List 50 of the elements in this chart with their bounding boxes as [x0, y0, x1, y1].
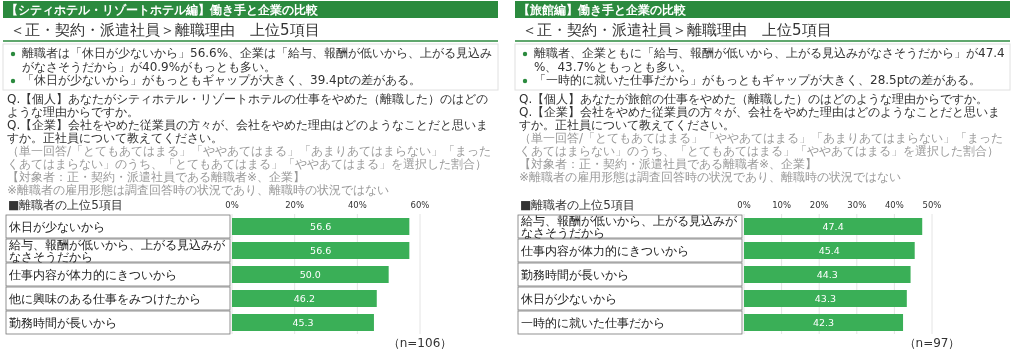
data-label: 44.3	[816, 268, 838, 280]
data-label: 56.6	[310, 244, 332, 256]
y-tick-label: 仕事内容が体力的にきついから	[520, 244, 689, 258]
data-label: 45.3	[292, 316, 314, 328]
data-label: 50.0	[299, 268, 321, 280]
x-tick-label: 40%	[347, 200, 367, 210]
y-tick-label: 給与、報酬が低いから、上がる見込みがなさそうだから	[8, 238, 226, 264]
data-label: 47.4	[822, 220, 844, 232]
y-tick-label: 勤務時間が長いから	[521, 268, 629, 282]
chart-title: 【シティホテル・リゾートホテル編】働き手と企業の比較	[6, 3, 319, 17]
chart-subtitle: ＜正・契約・派遣社員＞離職理由 上位5項目	[10, 21, 320, 39]
text: ■離職者の上位5項目	[520, 198, 635, 212]
text: ■離職者の上位5項目	[8, 198, 123, 212]
text: 「休日が少ないから」がもっともギャップが大きく、39.4ptの差がある。	[22, 73, 422, 87]
data-label: 46.2	[293, 292, 315, 304]
text: （単一回答/「とてもあてはまる」「ややあてはまる」「あまりあてはまらない」「まったくあてはまらない」のうち、「とてもあてはまる」「ややあてはまる」を選択した割合）【対象者：正・契約・派遣社員である離職者※、企業】	[7, 144, 492, 184]
y-tick-label: 給与、報酬が低いから、上がる見込みがなさそうだから	[520, 214, 738, 240]
x-tick-label: 60%	[410, 200, 430, 210]
x-tick-label: 0%	[225, 200, 239, 210]
text: （単一回答/「とてもあてはまる」「ややあてはまる」「あまりあてはまらない」「まったくあてはまらない」のうち、「とてもあてはまる」「ややあてはまる」を選択した割合）【対象者：正・契約・派遣社員である離職者※、企業】	[519, 131, 1004, 171]
text: 「一時的に就いた仕事だから」がもっともギャップが大きく、28.5ptの差がある。	[534, 73, 982, 87]
y-tick-label: 他に興味のある仕事をみつけたから	[9, 292, 201, 306]
text: （n=106）	[387, 336, 453, 350]
text: 離職者は「休日が少ないから」56.6%、企業は「給与、報酬が低いから、上がる見込みがなさそうだから」が40.9%がもっとも多い。	[22, 46, 493, 74]
text: Q.【企業】会社をやめた従業員の方々が、会社をやめた理由はどのようなことだと思いますか。正社員について教えてください。	[519, 105, 1001, 132]
chart-subtitle: ＜正・契約・派遣社員＞離職理由 上位5項目	[522, 21, 832, 39]
x-tick-label: 20%	[285, 200, 305, 210]
text: 【旅館編】働き手と企業の比較	[518, 3, 687, 17]
x-tick-label: 0%	[737, 200, 751, 210]
y-tick-label: 仕事内容が体力的にきついから	[8, 268, 177, 282]
text: Q.【個人】あなたが旅館の仕事をやめた（離職した）のはどのような理由からですか。	[519, 92, 989, 106]
x-tick-label: 20%	[809, 200, 829, 210]
y-tick-label: 休日が少ないから	[9, 220, 105, 234]
data-label: 45.4	[818, 244, 840, 256]
x-tick-label: 10%	[772, 200, 792, 210]
x-tick-label: 40%	[884, 200, 904, 210]
y-tick-label: 勤務時間が長いから	[9, 316, 117, 330]
data-label: 56.6	[310, 220, 332, 232]
text: ※離職者の雇用形態は調査回答時の状況であり、離職時の状況ではない	[519, 170, 902, 184]
text: Q.【個人】あなたがシティホテル・リゾートホテルの仕事をやめた（離職した）のはどのような理由からですか。	[7, 92, 489, 119]
x-tick-label: 50%	[922, 200, 942, 210]
text: Q.【企業】会社をやめた従業員の方々が、会社をやめた理由はどのようなことだと思いますか。正社員について教えてください。	[7, 118, 489, 145]
text: ※離職者の雇用形態は調査回答時の状況であり、離職時の状況ではない	[7, 183, 390, 197]
x-tick-label: 30%	[847, 200, 867, 210]
data-label: 42.3	[812, 316, 835, 328]
y-tick-label: 一時的に就いた仕事だから	[521, 316, 665, 330]
data-label: 43.3	[814, 292, 836, 304]
y-tick-label: 休日が少ないから	[521, 292, 617, 306]
text: （n=97）	[903, 336, 961, 350]
text: 離職者、企業ともに「給与、報酬が低いから、上がる見込みがなさそうだから」が47.4%、43.7%ともっとも多い。	[534, 46, 1005, 74]
